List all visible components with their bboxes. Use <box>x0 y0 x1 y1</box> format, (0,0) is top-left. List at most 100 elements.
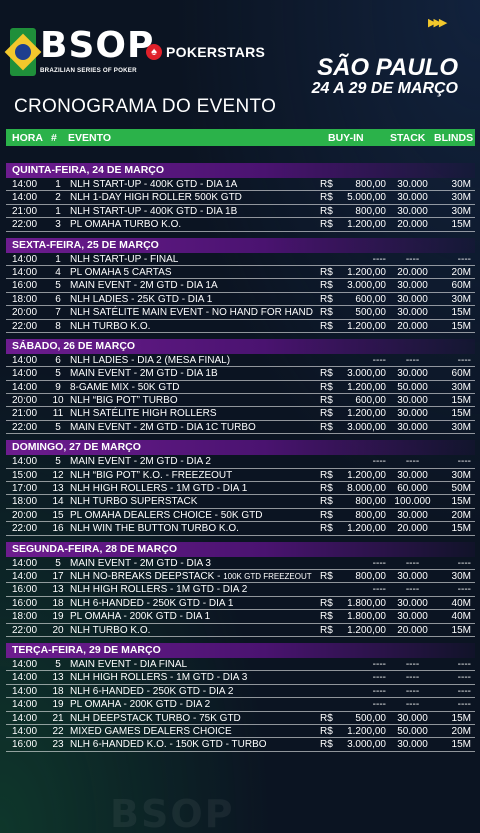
cell-hora: 14:00 <box>12 712 38 724</box>
cell-num: 22 <box>52 725 64 737</box>
cell-num: 23 <box>52 739 64 751</box>
cell-event: 8-GAME MIX - 50K GTD <box>70 381 180 393</box>
cell-stack: ---- <box>405 584 420 596</box>
cell-hora: 14:00 <box>12 381 38 393</box>
cell-stack: ---- <box>405 557 420 569</box>
cell-currency: R$ <box>320 266 333 278</box>
table-row: 18:00 19 PL OMAHA - 200K GTD - DIA 1 R$ 1.80… <box>6 610 475 624</box>
cell-buyin: 1.200,00 <box>347 523 386 535</box>
column-evento: EVENTO <box>68 131 111 144</box>
cell-stack: 30.000 <box>397 469 428 481</box>
cell-hora: 18:00 <box>12 496 38 508</box>
cell-event: NLH START-UP - FINAL <box>70 253 179 265</box>
cell-blinds: 40M <box>451 611 471 623</box>
bsop-subtitle: BRAZILIAN SERIES OF POKER <box>40 67 137 74</box>
cell-buyin: 600,00 <box>355 293 386 305</box>
cell-event: PL OMAHA - 200K GTD - DIA 2 <box>70 699 211 711</box>
cell-stack: 60.000 <box>397 483 428 495</box>
cell-blinds: 15M <box>451 739 471 751</box>
cell-event: NLH HIGH ROLLERS - 1M GTD - DIA 2 <box>70 584 248 596</box>
cell-num: 11 <box>52 408 64 420</box>
cell-buyin: ---- <box>372 354 386 366</box>
cell-num: 5 <box>55 658 61 670</box>
cell-num: 20 <box>52 624 64 636</box>
bsop-wordmark: BSOP <box>40 25 155 66</box>
cell-buyin: 5.000,00 <box>347 192 386 204</box>
cell-num: 5 <box>55 280 61 292</box>
cell-blinds: 20M <box>451 509 471 521</box>
day-header: QUINTA-FEIRA, 24 DE MARÇO <box>6 163 475 178</box>
cell-event: NLH HIGH ROLLERS - 1M GTD - DIA 1 <box>70 483 248 495</box>
cell-num: 4 <box>55 266 61 278</box>
cell-currency: R$ <box>320 293 333 305</box>
pokerstars-spade-icon: ♠ <box>146 44 162 60</box>
table-row: 14:00 18 NLH 6-HANDED - 250K GTD - DIA 2 --… <box>6 685 475 699</box>
cell-event: PL OMAHA DEALERS CHOICE - 50K GTD <box>70 509 263 521</box>
cell-stack: 30.000 <box>397 179 428 190</box>
cell-hora: 20:00 <box>12 307 38 319</box>
cell-num: 12 <box>52 469 64 481</box>
cell-event: NLH TURBO SUPERSTACK <box>70 496 198 508</box>
cell-buyin: 1.200,00 <box>347 381 386 393</box>
cell-currency: R$ <box>320 280 333 292</box>
column-hora: HORA <box>12 131 43 144</box>
cell-event: NLH 6-HANDED - 250K GTD - DIA 2 <box>70 685 234 697</box>
cell-stack: 100.000 <box>394 496 431 508</box>
cell-hora: 16:00 <box>12 739 38 751</box>
cell-event: NLH “BIG POT” K.O. - FREEZEOUT <box>70 469 233 481</box>
cell-stack: 30.000 <box>397 739 428 751</box>
cell-blinds: 30M <box>451 192 471 204</box>
cell-buyin: 800,00 <box>355 570 386 582</box>
cell-currency: R$ <box>320 179 333 190</box>
table-row: 22:00 3 PL OMAHA TURBO K.O. R$ 1.200,00 20.00… <box>6 218 475 232</box>
cell-buyin: ---- <box>372 672 386 684</box>
cell-hora: 22:00 <box>12 320 38 332</box>
cell-hora: 21:00 <box>12 408 38 420</box>
cell-buyin: 8.000,00 <box>347 483 386 495</box>
cell-stack: ---- <box>405 658 420 670</box>
table-row: 16:00 18 NLH 6-HANDED - 250K GTD - DIA 1 R$… <box>6 597 475 611</box>
cell-event: NLH WIN THE BUTTON TURBO K.O. <box>70 523 239 535</box>
cell-currency: R$ <box>320 408 333 420</box>
cell-stack: 30.000 <box>397 205 428 217</box>
day-section: TERÇA-FEIRA, 29 DE MARÇO 14:00 5 MAIN EVENT… <box>6 642 475 752</box>
cell-num: 17 <box>52 570 64 582</box>
cell-event: MAIN EVENT - 2M GTD - DIA 2 <box>70 456 211 468</box>
cell-buyin: ---- <box>372 557 386 569</box>
cell-hora: 14:00 <box>12 368 38 380</box>
cell-stack: 30.000 <box>397 408 428 420</box>
cell-blinds: 30M <box>451 205 471 217</box>
cell-blinds: 30M <box>451 421 471 433</box>
cell-currency: R$ <box>320 597 333 609</box>
table-row: 16:00 5 MAIN EVENT - 2M GTD - DIA 1A R$ 3.00… <box>6 279 475 293</box>
cell-event: MAIN EVENT - DIA FINAL <box>70 658 188 670</box>
cell-num: 15 <box>52 509 64 521</box>
cell-stack: 30.000 <box>397 509 428 521</box>
cell-blinds: 50M <box>451 483 471 495</box>
cell-event-small: 100K GTD FREEZEOUT <box>223 571 312 581</box>
cell-currency: R$ <box>320 307 333 319</box>
cell-currency: R$ <box>320 381 333 393</box>
cell-blinds: 30M <box>451 570 471 582</box>
cell-hora: 16:00 <box>12 280 38 292</box>
cell-event: NLH DEEPSTACK TURBO - 75K GTD <box>70 712 241 724</box>
cell-event: NLH 1-DAY HIGH ROLLER 500K GTD <box>70 192 242 204</box>
cell-event: PL OMAHA TURBO K.O. <box>70 219 182 231</box>
cell-num: 5 <box>55 456 61 468</box>
cell-blinds: ---- <box>457 584 471 596</box>
cell-currency: R$ <box>320 483 333 495</box>
cell-buyin: ---- <box>372 253 386 265</box>
cell-num: 7 <box>55 307 61 319</box>
cell-blinds: 60M <box>451 368 471 380</box>
cell-num: 13 <box>52 584 64 596</box>
cell-stack: 20.000 <box>397 523 428 535</box>
table-row: 20:00 15 PL OMAHA DEALERS CHOICE - 50K GTD… <box>6 509 475 523</box>
cell-currency: R$ <box>320 192 333 204</box>
cell-stack: 30.000 <box>397 611 428 623</box>
cell-num: 8 <box>55 320 61 332</box>
table-row: 14:00 1 NLH START-UP - FINAL ---- ---- ---- <box>6 253 475 266</box>
cell-num: 6 <box>55 354 61 366</box>
cell-event: MAIN EVENT - 2M GTD - DIA 1B <box>70 368 218 380</box>
cell-buyin: 500,00 <box>355 712 386 724</box>
cell-num: 1 <box>55 253 61 265</box>
